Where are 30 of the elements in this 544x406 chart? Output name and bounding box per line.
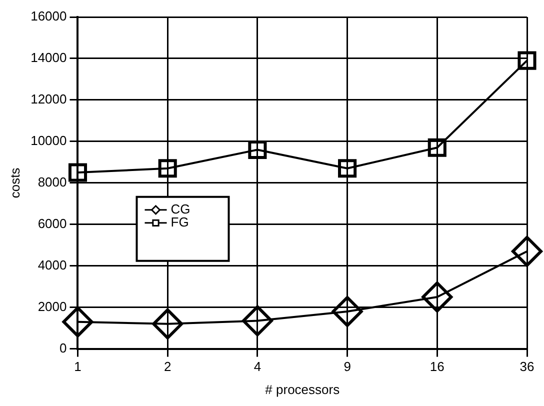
point <box>248 140 267 159</box>
x-tick-label: 36 <box>520 359 534 374</box>
y-tick-label: 12000 <box>30 92 67 107</box>
x-tick-label: 16 <box>430 359 444 374</box>
point <box>422 281 453 312</box>
point <box>518 51 536 70</box>
y-tick-label: 14000 <box>30 50 67 66</box>
y-tick-label: 4000 <box>38 257 67 272</box>
y-axis-title: costs <box>7 167 22 198</box>
point <box>512 236 542 267</box>
x-tick-label: 4 <box>254 359 262 374</box>
point <box>158 159 177 178</box>
point <box>428 138 446 157</box>
point <box>242 305 273 336</box>
y-tick-label: 2000 <box>38 298 67 314</box>
legend-label: FG <box>170 214 189 230</box>
y-tick-label: 10000 <box>30 133 67 148</box>
y-tick-label: 0 <box>60 340 67 356</box>
point <box>68 163 88 182</box>
point <box>152 308 184 340</box>
y-tick-label: 16000 <box>30 8 67 24</box>
x-tick-label: 9 <box>344 359 351 374</box>
point <box>332 296 363 327</box>
legend-label: CG <box>170 201 190 216</box>
point <box>338 159 357 178</box>
y-tick-label: 8000 <box>38 174 67 190</box>
x-tick-label: 1 <box>74 359 82 374</box>
x-tick-label: 2 <box>164 359 172 374</box>
x-axis-title: # processors <box>265 382 340 397</box>
y-tick-label: 6000 <box>38 216 67 231</box>
